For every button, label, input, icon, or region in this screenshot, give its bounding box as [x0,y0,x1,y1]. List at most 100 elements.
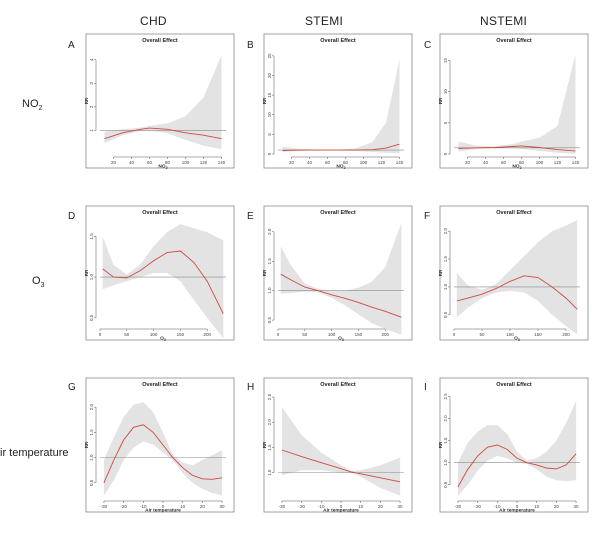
y-tick-label: 1.5 [267,258,272,265]
y-tick-label: 5 [267,133,272,136]
y-tick-label: 1.0 [89,273,94,280]
x-axis-label-subscript: 3 [518,338,520,342]
x-axis-label: O3 [160,336,166,343]
x-tick-label: 40 [129,160,135,165]
y-tick-label: 3 [89,82,94,85]
panel-title: Overall Effect [320,210,356,216]
y-tick-label: 2.0 [443,415,448,422]
panel-chd-no2: Overall Effect 1 2 3 4 RR 20 40 60 80 100 120 140 NO2 [84,33,235,171]
x-tick-label: -10 [140,504,147,509]
panel-letter: E [247,211,254,222]
confidence-band [104,55,222,150]
estimate-line [456,275,578,310]
y-tick-label: 25 [267,53,272,59]
y-tick-label: 0.5 [443,311,448,318]
y-tick-label: 2.0 [267,228,272,235]
x-axis-label: NO2 [512,164,521,171]
y-axis-label: RR [84,97,89,104]
x-axis-label: Air temperature [323,508,359,514]
x-axis-label: NO2 [158,164,167,171]
panel-letter: D [68,211,76,222]
confidence-band [102,224,224,339]
y-tick-label: 5 [443,121,448,124]
y-axis-label: RR [84,441,89,448]
x-tick-label: 20 [378,504,384,509]
y-tick-label: 1.5 [267,444,272,451]
y-tick-label: 2.5 [443,393,448,400]
panel-title: Overall Effect [496,210,532,216]
x-tick-label: 100 [536,160,544,165]
row-heading-air-temperature: ir temperature [0,447,69,459]
x-tick-label: 80 [165,160,171,165]
x-tick-label: 0 [516,504,519,509]
estimate-line [103,424,223,484]
x-tick-label: 200 [203,332,211,337]
estimate-line [457,444,577,488]
x-axis-label: Air temperature [145,508,181,514]
panel-stemi-air-temperature: Overall Effect 1.0 1.5 2.0 2.5 RR -30 -20 -10 0 10… [262,377,413,514]
y-tick-label: 4 [89,58,94,61]
confidence-band [457,400,577,496]
x-axis-label-subscript: 3 [164,338,166,342]
row-heading-o3: O3 [32,275,45,290]
confidence-band [103,402,223,496]
y-tick-label: 10 [267,112,272,118]
confidence-band [282,59,400,154]
panel-title: Overall Effect [496,38,532,44]
panel-title: Overall Effect [142,210,178,216]
x-tick-label: -30 [101,504,108,509]
y-tick-label: 1 [89,129,94,132]
panel-title: Overall Effect [496,382,532,388]
column-heading-chd: CHD [140,14,167,28]
x-tick-label: 60 [147,160,153,165]
x-tick-label: 100 [182,160,190,165]
x-axis-label-subscript: 2 [166,166,168,170]
x-axis-label-subscript: 2 [344,166,346,170]
x-tick-label: 50 [302,332,308,337]
y-axis-label: RR [438,441,443,448]
y-tick-label: 1.0 [443,459,448,466]
y-tick-label: 0.5 [267,316,272,323]
y-tick-label: 2.5 [267,393,272,400]
estimate-line [102,250,224,314]
x-tick-label: -20 [120,504,127,509]
x-tick-label: -30 [455,504,462,509]
x-tick-label: 80 [519,160,525,165]
x-tick-label: 150 [534,332,542,337]
panel-stemi-o3: Overall Effect 0.5 1.0 1.5 2.0 RR 0 50 100 150 200… [262,205,413,342]
panel-letter: F [424,211,431,222]
panel-title: Overall Effect [320,38,356,44]
x-tick-label: -30 [279,504,286,509]
x-tick-label: 120 [378,160,386,165]
x-tick-label: 10 [180,504,186,509]
y-axis-label: RR [262,269,267,276]
y-axis-label: RR [84,269,89,276]
y-tick-label: 15 [267,92,272,98]
x-tick-label: 200 [381,332,389,337]
column-heading-stemi: STEMI [305,14,344,28]
y-tick-label: 2.0 [267,419,272,426]
x-tick-label: 20 [554,504,560,509]
x-tick-label: 0 [162,504,165,509]
y-tick-label: 10 [443,89,448,95]
x-tick-label: 150 [355,332,363,337]
row-heading-no2: NO2 [22,98,43,113]
panel-stemi-no2: Overall Effect 0 5 10 15 20 25 RR 20 40 60 80 100 120… [262,33,413,170]
x-tick-label: -20 [298,504,305,509]
x-axis-label: Air temperature [499,508,535,514]
panel-nstemi-no2: Overall Effect 0 5 10 15 RR 20 40 60 80 100 120 140 N… [438,33,589,171]
panel-nstemi-o3: Overall Effect 0.5 1.0 1.5 2.0 RR 0 50 100 150 200… [438,205,589,342]
panel-letter: H [247,382,255,393]
x-tick-label: 0 [277,332,280,337]
x-tick-label: 20 [111,160,117,165]
confidence-band [456,220,578,335]
x-axis-label-subscript: 2 [520,166,522,170]
x-tick-label: 140 [572,160,580,165]
x-tick-label: 30 [398,504,404,509]
x-tick-label: 120 [200,160,208,165]
y-tick-label: 1.5 [89,233,94,240]
y-tick-label: 2.0 [89,404,94,411]
estimate-line [282,143,400,151]
panel-letter: I [424,382,427,393]
panel-title: Overall Effect [142,38,178,44]
